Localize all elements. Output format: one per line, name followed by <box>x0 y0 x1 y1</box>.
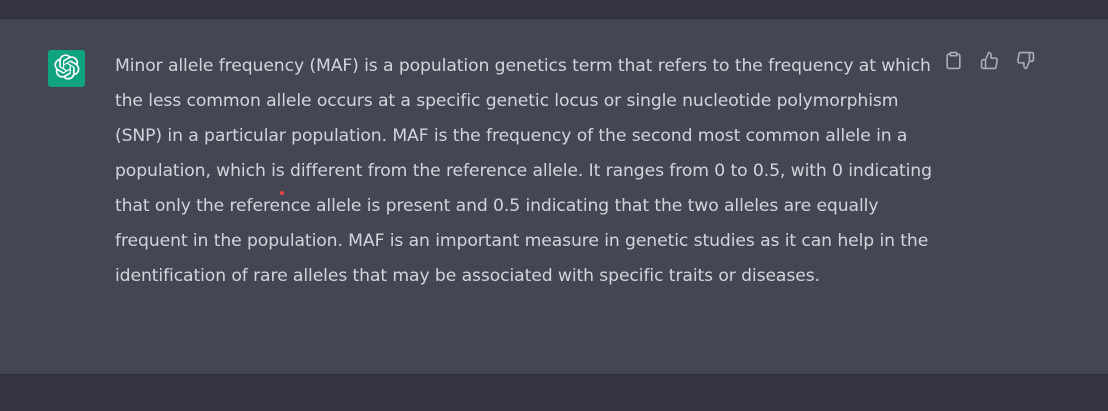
thumbs-down-icon <box>1016 51 1035 74</box>
bottom-strip <box>0 375 1108 411</box>
top-strip <box>0 0 1108 19</box>
assistant-message-row: Minor allele frequency (MAF) is a popula… <box>0 19 1108 375</box>
message-actions <box>944 51 1035 74</box>
thumbs-down-button[interactable] <box>1016 51 1035 74</box>
assistant-message-text: Minor allele frequency (MAF) is a popula… <box>115 56 932 286</box>
thumbs-up-button[interactable] <box>980 51 999 74</box>
openai-logo-icon <box>53 53 80 84</box>
thumbs-up-icon <box>980 51 999 74</box>
assistant-avatar <box>48 50 85 87</box>
clipboard-icon <box>944 51 963 74</box>
cursor-indicator <box>280 191 284 195</box>
copy-button[interactable] <box>944 51 963 74</box>
